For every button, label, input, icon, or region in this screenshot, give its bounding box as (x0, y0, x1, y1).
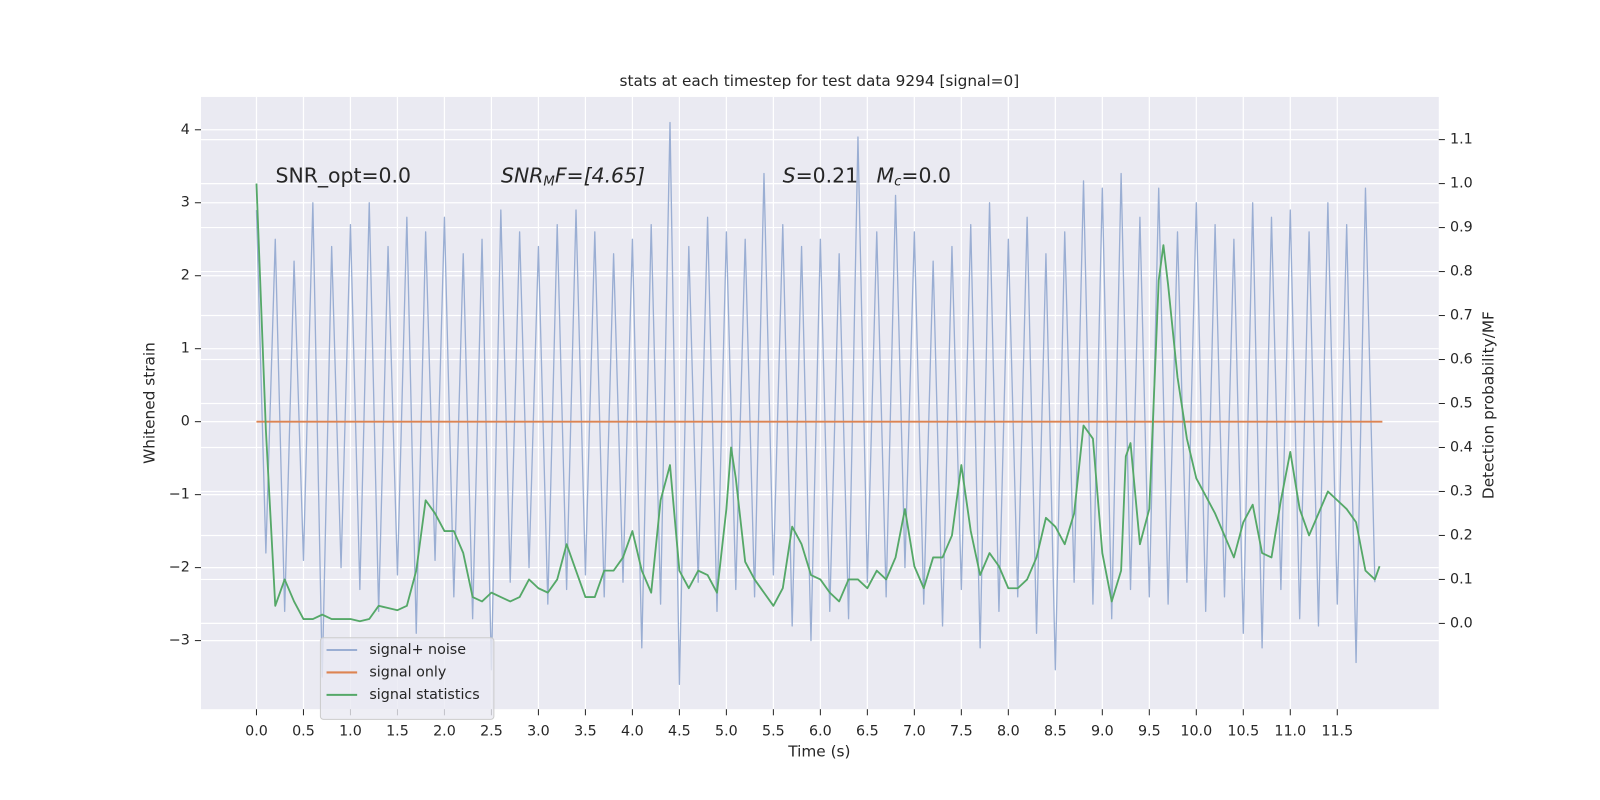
x-tick-label: 7.5 (950, 724, 973, 740)
x-tick-label: 5.0 (715, 724, 738, 740)
x-tick-label: 4.5 (668, 724, 691, 740)
x-tick-label: 2.5 (480, 724, 503, 740)
annotation-subscript: c (894, 175, 902, 190)
annotation-math: F=[4.65] (555, 164, 645, 188)
y-tick-label: 0 (181, 414, 190, 430)
y2-tick-label: 0.5 (1450, 396, 1473, 412)
x-tick-label: 1.0 (339, 724, 362, 740)
y2-tick-label: 0.1 (1450, 571, 1473, 587)
x-tick-label: 6.5 (856, 724, 879, 740)
y-tick-label: 3 (181, 195, 190, 211)
y2-tick-label: 0.4 (1450, 439, 1473, 455)
x-tick-label: 2.0 (433, 724, 456, 740)
y2-tick-label: 0.0 (1450, 615, 1473, 631)
x-tick-label: 9.0 (1091, 724, 1114, 740)
y-tick-label: 2 (181, 268, 190, 284)
marks (255, 121, 1383, 686)
y2-tick-label: 0.8 (1450, 264, 1473, 280)
legend-label: signal only (369, 664, 446, 680)
x-tick-label: 8.0 (997, 724, 1020, 740)
legend-label: signal+ noise (369, 642, 466, 658)
legend: signal+ noise signal only signal statistic… (319, 637, 495, 720)
x-tick-label: 10.5 (1227, 724, 1259, 740)
y2-tick-label: 0.2 (1450, 527, 1473, 543)
y2-tick-label: 0.9 (1450, 220, 1473, 236)
series-line (255, 183, 1381, 623)
annotation-math: M (877, 164, 895, 188)
annotation-math: SNR (501, 164, 543, 188)
annotation: S=0.21 (783, 164, 858, 188)
x-axis-label: Time (s) (787, 743, 850, 761)
grid (201, 96, 1439, 710)
legend-label: signal statistics (369, 687, 479, 703)
x-tick-label: 10.0 (1180, 724, 1212, 740)
x-tick-label: 4.0 (621, 724, 644, 740)
annotation: SNRMF=[4.65] (501, 164, 645, 190)
annotation: Mc=0.0 (877, 164, 951, 190)
annotation-math: S (783, 164, 796, 188)
chart-title: stats at each timestep for test data 929… (620, 72, 1020, 90)
x-tick-label: 6.0 (809, 724, 832, 740)
annotation-subscript: M (543, 175, 555, 190)
y2-tick-label: 1.0 (1450, 176, 1473, 192)
x-tick-label: 3.0 (527, 724, 550, 740)
y2-tick-label: 0.7 (1450, 308, 1473, 324)
x-tick-label: 0.0 (245, 724, 268, 740)
y2-tick-label: 1.1 (1450, 132, 1473, 148)
x-tick-label: 9.5 (1138, 724, 1161, 740)
x-tick-label: 3.5 (574, 724, 597, 740)
annotation: SNR_opt=0.0 (276, 164, 412, 189)
x-tick-label: 7.0 (903, 724, 926, 740)
y2-tick-label: 0.3 (1450, 483, 1473, 499)
x-tick-label: 0.5 (292, 724, 315, 740)
legend-box (319, 637, 495, 720)
x-tick-label: 1.5 (386, 724, 409, 740)
series-line (255, 121, 1376, 686)
y-tick-label: 4 (181, 122, 190, 138)
y-tick-label: −2 (169, 560, 190, 576)
y2-axis-label: Detection probability/MF (1479, 311, 1497, 499)
x-tick-label: 11.0 (1274, 724, 1306, 740)
y2-tick-label: 0.6 (1450, 352, 1473, 368)
y-tick-label: −3 (169, 633, 190, 649)
y-tick-label: 1 (181, 341, 190, 357)
x-tick-label: 11.5 (1321, 724, 1353, 740)
y-tick-label: −1 (169, 487, 190, 503)
x-tick-label: 5.5 (762, 724, 785, 740)
y-axis-label: Whitened strain (141, 342, 159, 464)
annotation-math: =0.0 (901, 164, 951, 188)
annotation-text: =0.21 (796, 164, 859, 188)
x-tick-label: 8.5 (1044, 724, 1067, 740)
